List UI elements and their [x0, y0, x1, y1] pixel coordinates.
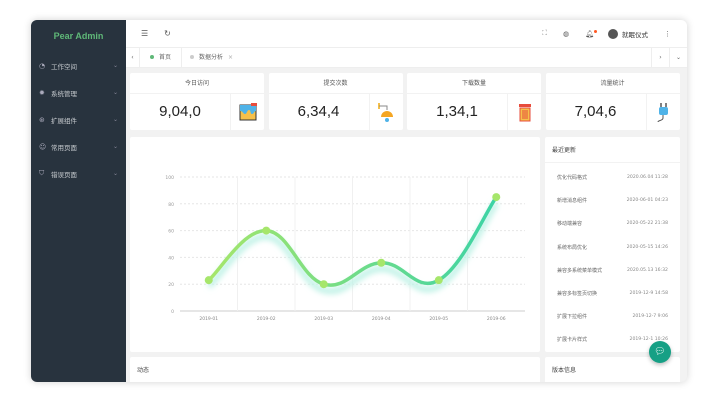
trash-icon — [518, 104, 531, 122]
list-item[interactable]: 扩展卡片样式 2019-12-1 10:26 — [557, 337, 668, 344]
chevron-down-icon: ⌄ — [112, 89, 118, 96]
tab-home[interactable]: 首页 — [140, 47, 183, 68]
user-name[interactable]: 就眠仪式 — [622, 30, 648, 39]
stat-title: 今日访问 — [130, 73, 264, 94]
dashboard-icon: ◔ — [39, 61, 46, 70]
data-point[interactable] — [377, 258, 386, 267]
shield-icon: ⛉ — [39, 169, 45, 177]
x-tick-label: 2019-05 — [429, 316, 448, 322]
sidebar-item[interactable]: ☺ 常用页面 ⌄ — [39, 142, 118, 152]
lamp-icon — [378, 103, 393, 122]
chevron-down-icon: ⌄ — [112, 143, 118, 150]
series-line — [207, 196, 498, 287]
x-tick-label: 2019-03 — [314, 316, 333, 322]
list-item[interactable]: 优化代码格式 2020.06.04 11:28 — [557, 175, 668, 182]
plug-icon — [657, 103, 668, 122]
stat-title: 提交次数 — [268, 73, 403, 94]
list-item[interactable]: 系统布局优化 2020-05-15 14:26 — [557, 244, 668, 251]
tab-bar: ‹ 首页 数据分析 × › ⌄ — [126, 47, 687, 68]
tab-scroll-left-icon[interactable]: ‹ — [126, 47, 140, 68]
stat-value: 1,34,1 — [436, 103, 478, 120]
component-icon: ⊛ — [39, 115, 45, 124]
stat-value: 9,04,0 — [159, 103, 201, 120]
list-item[interactable]: 移动端兼容 2020-05-22 21:38 — [557, 221, 668, 228]
version-title: 版本信息 — [545, 357, 680, 382]
line-shadow — [206, 201, 499, 295]
activity-title: 动态 — [130, 357, 540, 382]
tab-data-analysis[interactable]: 数据分析 × — [182, 48, 241, 68]
gear-icon: ✹ — [39, 88, 45, 97]
avatar[interactable] — [608, 28, 618, 39]
x-tick-label: 2019-06 — [487, 316, 506, 322]
y-tick-label: 0 — [171, 309, 174, 315]
chart-card: 0 20 40 60 80 100 2019-01 2019-02 2019-03 2019-04… — [130, 137, 540, 352]
sidebar-item[interactable]: ◔ 工作空间 ⌄ — [39, 61, 118, 71]
recent-updates-title: 最近更新 — [545, 137, 680, 163]
sidebar: Pear Admin ◔ 工作空间 ⌄ ✹ 系统管理 ⌄ ⊛ 扩展组件 ⌄ ☺ 常用页面 ⌄ ⛉ 错误页面… — [31, 20, 126, 382]
app-window: Pear Admin ◔ 工作空间 ⌄ ✹ 系统管理 ⌄ ⊛ 扩展组件 ⌄ ☺ 常用页面 ⌄ ⛉ 错误页面… — [31, 20, 687, 382]
menu-toggle-icon[interactable]: ☰ — [141, 29, 149, 38]
sidebar-item[interactable]: ⊛ 扩展组件 ⌄ — [39, 115, 118, 125]
stat-title: 流量统计 — [545, 73, 680, 94]
list-item[interactable]: 兼容多系统菜单模式 2020.05.13 16:32 — [557, 267, 668, 274]
stat-value: 6,34,4 — [297, 103, 340, 120]
bell-icon[interactable]: 🔔︎ — [585, 29, 597, 38]
tab-scroll-right-icon[interactable]: › — [651, 47, 669, 68]
x-tick-label: 2019-01 — [199, 316, 218, 322]
y-tick-label: 60 — [168, 229, 174, 235]
y-tick-label: 40 — [168, 255, 174, 261]
refresh-icon[interactable]: ↻ — [164, 29, 171, 38]
x-tick-label: 2019-04 — [372, 316, 391, 322]
chat-icon: 💬︎ — [654, 347, 666, 357]
line-chart: 0 20 40 60 80 100 2019-01 2019-02 2019-03 2019-04… — [165, 175, 525, 322]
list-item[interactable]: 扩展下拉组件 2019-12-7 9:06 — [557, 314, 668, 321]
x-tick-label: 2019-02 — [257, 316, 276, 322]
data-point[interactable] — [319, 280, 328, 289]
globe-icon[interactable]: ◍ — [563, 29, 570, 38]
data-point[interactable] — [492, 193, 501, 202]
header: ☰ ↻ ⛶ ◍ 🔔︎ 就眠仪式 ⋮ — [126, 20, 687, 48]
data-point[interactable] — [262, 226, 271, 235]
smile-icon: ☺ — [39, 142, 47, 151]
y-tick-label: 20 — [168, 282, 174, 288]
app-logo: Pear Admin — [53, 31, 104, 41]
stat-card: 提交次数 6,34,4 — [268, 73, 403, 130]
stat-card: 今日访问 9,04,0 — [130, 73, 264, 130]
more-icon[interactable]: ⋮ — [664, 29, 671, 38]
stat-card: 下载数量 1,34,1 — [407, 73, 541, 130]
recent-updates-card: 最近更新 优化代码格式 2020.06.04 11:28 新增消息组件 2020-06… — [545, 137, 680, 352]
stat-value: 7,04,6 — [574, 103, 617, 120]
stat-title: 下载数量 — [407, 73, 541, 94]
stat-card: 流量统计 7,04,6 — [545, 73, 680, 130]
chevron-down-icon: ⌄ — [112, 62, 118, 69]
chat-button[interactable]: 💬︎ — [649, 341, 671, 363]
paint-bucket-icon — [239, 103, 257, 121]
activity-card: 动态 — [130, 357, 540, 382]
tab-dropdown-icon[interactable]: ⌄ — [669, 47, 687, 68]
sidebar-item[interactable]: ⛉ 错误页面 ⌄ — [39, 169, 118, 179]
close-icon[interactable]: × — [228, 53, 234, 61]
list-item[interactable]: 新增消息组件 2020-06-01 04:23 — [557, 198, 668, 205]
data-point[interactable] — [204, 276, 213, 285]
y-tick-label: 80 — [168, 202, 174, 208]
sidebar-item[interactable]: ✹ 系统管理 ⌄ — [39, 88, 118, 98]
fullscreen-icon[interactable]: ⛶ — [542, 29, 547, 37]
chevron-down-icon: ⌄ — [112, 170, 118, 177]
y-tick-label: 100 — [165, 175, 174, 181]
chevron-down-icon: ⌄ — [112, 116, 118, 123]
data-point[interactable] — [434, 276, 443, 285]
list-item[interactable]: 兼容多标签页切换 2019-12-9 14:58 — [557, 291, 668, 298]
